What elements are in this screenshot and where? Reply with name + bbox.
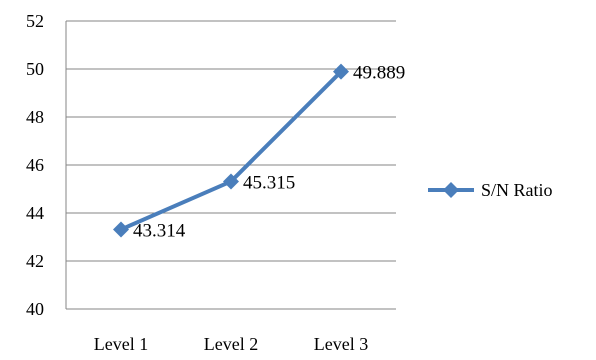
legend-label: S/N Ratio xyxy=(481,180,553,200)
x-category-label: Level 1 xyxy=(94,334,148,354)
gridlines xyxy=(66,20,396,262)
y-tick-label: 48 xyxy=(26,107,44,127)
y-tick-label: 46 xyxy=(26,155,44,175)
x-axis-category-labels: Level 1 Level 2 Level 3 xyxy=(94,334,368,354)
legend-diamond-marker xyxy=(443,182,459,198)
y-tick-label: 50 xyxy=(26,59,44,79)
legend: S/N Ratio xyxy=(428,180,553,200)
x-category-label: Level 2 xyxy=(204,334,258,354)
x-category-label: Level 3 xyxy=(314,334,368,354)
data-label: 45.315 xyxy=(243,172,295,193)
data-point-marker xyxy=(223,173,239,190)
series-s-n-ratio xyxy=(113,63,349,238)
series-line xyxy=(120,70,343,232)
data-label: 43.314 xyxy=(133,220,186,241)
y-axis-tick-labels: 40 42 44 46 48 50 52 xyxy=(26,11,44,319)
data-point-marker xyxy=(113,221,129,238)
y-tick-label: 42 xyxy=(26,251,44,271)
y-tick-label: 52 xyxy=(26,11,44,31)
data-point-marker xyxy=(333,63,349,80)
axes xyxy=(65,21,396,310)
y-tick-label: 44 xyxy=(26,203,44,223)
y-tick-label: 40 xyxy=(26,299,44,319)
data-label: 49.889 xyxy=(353,63,405,84)
data-labels: 43.314 45.315 49.889 xyxy=(133,63,405,242)
